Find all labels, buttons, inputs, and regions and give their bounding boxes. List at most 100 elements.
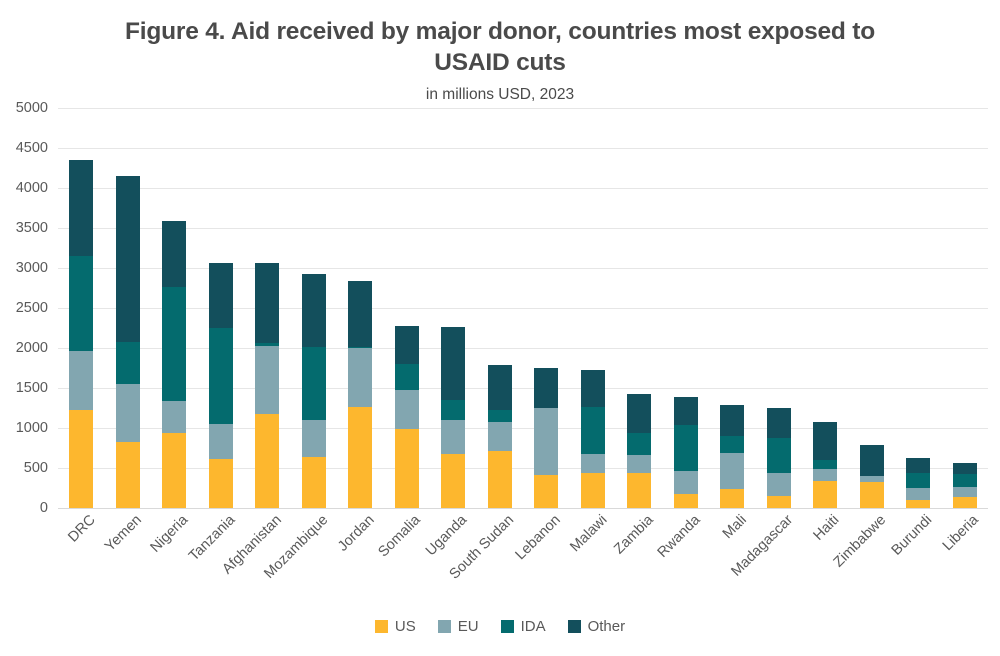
bar-segment-other [394,325,419,365]
bar-segment-us [255,413,280,508]
legend-label: US [394,618,416,635]
bar-segment-us [720,488,745,508]
stacked-bar[interactable] [952,463,977,508]
bar-segment-us [766,496,791,508]
y-axis-tick: 5000 [15,100,48,116]
bar-segment-ida [813,460,838,469]
stacked-bar[interactable] [766,408,791,508]
gridline [58,308,988,309]
x-axis-label: Haiti [810,512,843,544]
stacked-bar[interactable] [580,369,605,508]
bar-segment-other [720,404,745,437]
bar-segment-other [487,364,512,410]
bar-segment-us [580,472,605,508]
bar-segment-eu [394,389,419,429]
stacked-bar[interactable] [534,368,559,508]
x-axis-label: Mali [719,512,750,543]
stacked-bar[interactable] [487,364,512,508]
x-axis-label: Liberia [939,512,983,555]
legend-label: EU [457,618,479,635]
bar-segment-eu [301,420,326,457]
bar-slot [291,108,338,508]
gridline [58,348,988,349]
y-axis-tick: 500 [23,460,48,476]
legend-item-other[interactable]: Other [567,618,625,635]
y-axis-tick: 3500 [15,220,48,236]
bar-segment-eu [906,488,931,500]
bar-segment-ida [627,432,652,456]
bar-segment-us [534,475,559,508]
stacked-bar[interactable] [673,396,698,508]
bar-segment-ida [115,341,140,385]
chart-subtitle: in millions USD, 2023 [425,85,575,103]
stacked-bar[interactable] [208,263,233,508]
bar-segment-eu [720,452,745,489]
bar-segment-eu [813,468,838,481]
x-label-slot: Zimbabwe [830,508,896,608]
bar-segment-us [115,442,140,508]
bar-segment-other [441,327,466,401]
bar-segment-eu [673,471,698,495]
x-label-slot: Lebanon [512,508,570,608]
stacked-bar[interactable] [441,327,466,508]
plot-area: 5000 4500 4000 3500 3000 2500 2000 1500 1000 500 0 [0,100,1000,516]
stacked-bar[interactable] [348,280,373,508]
x-axis-label: Uganda [423,512,471,560]
stacked-bar[interactable] [301,273,326,508]
bar-segment-us [673,494,698,508]
y-axis-tick: 1500 [15,380,48,396]
bar-slot [198,108,245,508]
bar-segment-ida [208,328,233,425]
bar-segment-us [487,451,512,508]
x-axis-label: Jordan [334,512,378,555]
bar-segment-other [627,394,652,433]
bar-slot [570,108,617,508]
y-axis-tick: 0 [39,500,48,516]
bar-segment-other [766,408,791,438]
stacked-bar[interactable] [906,458,931,508]
x-label-slot: Yemen [102,508,152,608]
legend-swatch-icon [567,620,581,633]
legend-swatch-icon [437,620,451,633]
legend-item-ida[interactable]: IDA [500,618,546,635]
x-label-slot: DRC [58,508,105,608]
stacked-bar[interactable] [69,160,94,508]
stacked-bar[interactable] [115,176,140,508]
x-label-slot: Rwanda [654,508,710,608]
stacked-bar[interactable] [813,421,838,508]
gridline [58,228,988,229]
bar-segment-us [813,480,838,508]
bar-segment-eu [487,421,512,452]
stacked-bar[interactable] [627,394,652,508]
gridline [58,508,988,509]
bar-segment-ida [394,364,419,390]
bar-segment-eu [580,453,605,473]
legend-item-us[interactable]: US [374,618,416,635]
stacked-bar[interactable] [162,220,187,508]
legend-item-eu[interactable]: EU [437,618,479,635]
bar-segment-ida [673,424,698,472]
bar-segment-us [906,500,931,508]
x-label-slot: Somalia [376,508,431,608]
bar-segment-ida [255,343,280,347]
bar-slot [430,108,477,508]
gridline [58,188,988,189]
x-axis-label: Burundi [888,512,936,559]
x-label-slot: South Sudan [446,508,524,608]
x-axis-label: Yemen [102,512,146,555]
stacked-bar[interactable] [394,325,419,508]
bar-segment-ida [487,409,512,422]
stacked-bar[interactable] [859,444,884,508]
bar-slot [523,108,570,508]
bar-segment-ida [580,407,605,454]
bar-slot [105,108,152,508]
stacked-bar[interactable] [255,263,280,508]
x-label-slot: Zambia [611,508,663,608]
bar-segment-us [627,472,652,508]
bar-segment-ida [952,474,977,488]
bar-segment-eu [208,424,233,460]
stacked-bar[interactable] [720,404,745,508]
bar-slot [895,108,942,508]
title-block: Figure 4. Aid received by major donor, c… [0,16,1000,104]
